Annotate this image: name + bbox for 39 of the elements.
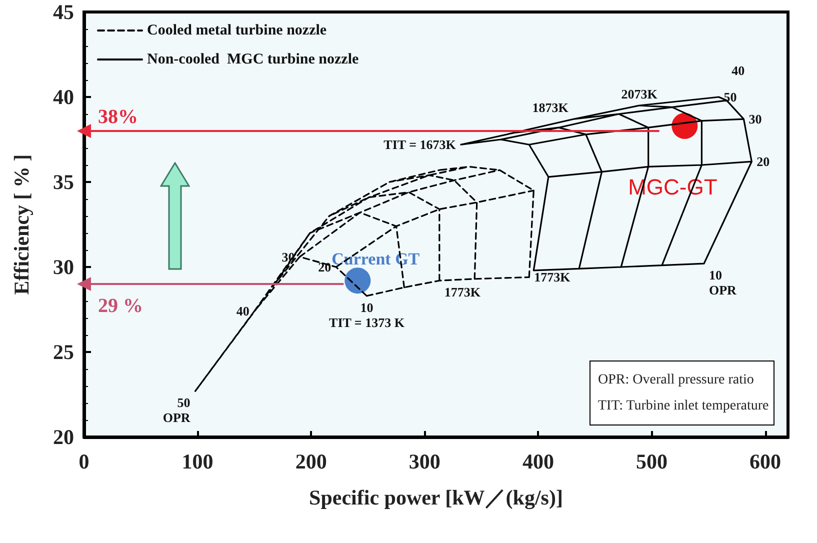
y-tick-label: 20 (53, 425, 74, 449)
point (344, 268, 371, 294)
y-tick-label: 45 (53, 0, 74, 24)
annotation: 1773K (534, 270, 572, 285)
annotation: OPR (162, 410, 191, 426)
legend-label: Non-cooled MGC turbine nozzle (147, 52, 359, 68)
x-tick-label: 0 (78, 450, 90, 474)
annotation: 10 (708, 268, 722, 283)
x-tick-label: 500 (636, 450, 668, 474)
annotation: TIT = 1673K (384, 137, 457, 152)
annotation: 1773K (444, 284, 482, 300)
annotation: 50 (177, 395, 190, 410)
annotation: 1873K (532, 100, 570, 116)
y-tick-label: 40 (53, 85, 74, 109)
annotation: 20 (318, 260, 332, 274)
legend-label: Cooled metal turbine nozzle (147, 22, 327, 38)
x-axis-title: Specific power [kW／(kg/s)] (309, 486, 563, 510)
annotation: 50 (724, 90, 737, 104)
y-axis-title: Efficiency [ % ] (10, 154, 34, 295)
x-tick-label: 400 (522, 450, 554, 474)
annotation: 30 (748, 112, 762, 127)
x-tick-label: 100 (182, 450, 214, 474)
annotation: 20 (756, 154, 770, 170)
y-tick-label: 25 (53, 340, 74, 364)
annotation: 10 (360, 300, 374, 315)
data-label: 38% (98, 106, 138, 128)
annotation: TIT: Turbine inlet temperature (598, 398, 769, 414)
x-tick-label: 200 (295, 450, 327, 474)
x-tick-label: 600 (750, 450, 782, 474)
data-label: 29 % (98, 295, 143, 317)
annotation: OPR: Overall pressure ratio (598, 372, 754, 388)
annotation: 40 (732, 62, 745, 78)
x-tick-label: 300 (408, 450, 440, 474)
annotation: TIT = 1373 K (329, 314, 406, 330)
y-tick-label: 35 (53, 170, 74, 194)
annotation: 40 (236, 304, 250, 319)
annotation: 2073K (621, 86, 658, 102)
annotation: OPR (708, 282, 738, 298)
y-tick-label: 30 (53, 255, 74, 279)
